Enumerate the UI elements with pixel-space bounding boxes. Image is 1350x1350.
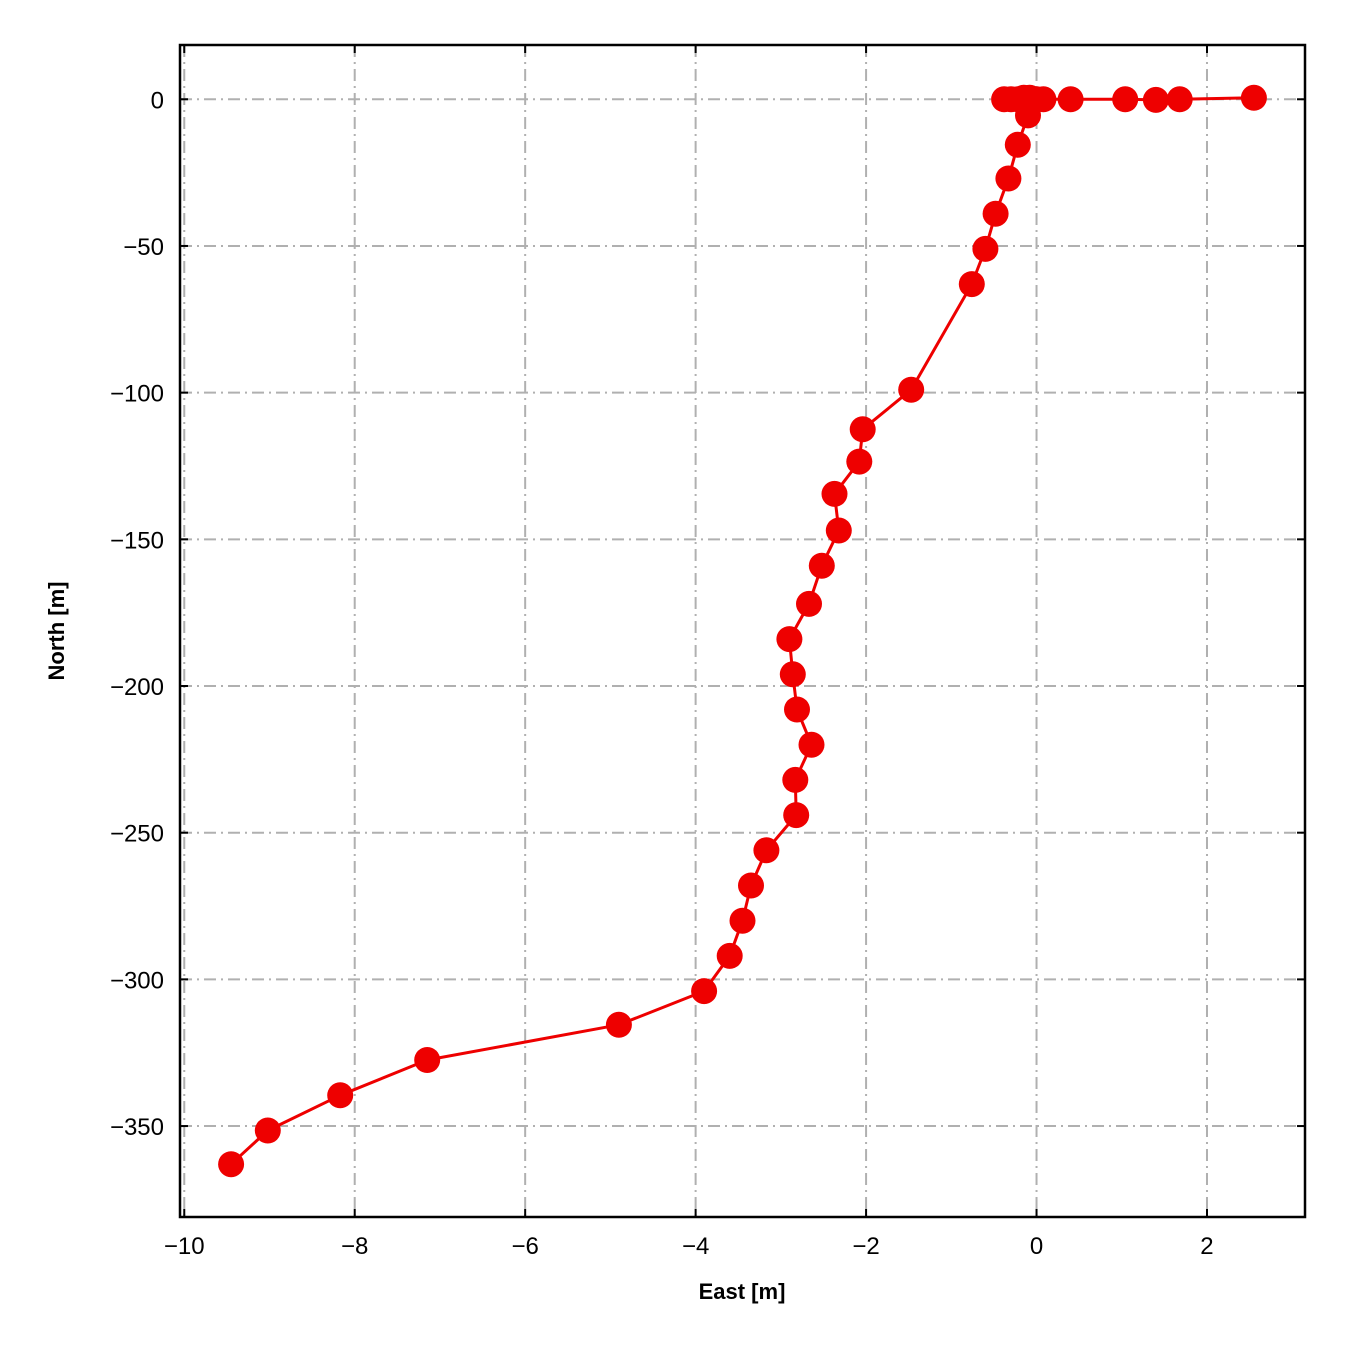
data-point (972, 235, 999, 262)
data-point (605, 1011, 632, 1038)
y-tick-label: −250 (110, 821, 164, 848)
data-point (783, 802, 810, 829)
y-tick-label: −200 (110, 674, 164, 701)
data-point (796, 590, 822, 617)
y-axis-label: North [m] (44, 582, 69, 681)
data-point (753, 837, 780, 864)
data-point (982, 200, 1009, 227)
data-point (1112, 86, 1139, 113)
data-point (779, 661, 806, 688)
data-point (1142, 86, 1169, 113)
y-tick-label: −150 (110, 527, 164, 554)
y-tick-label: −50 (123, 234, 164, 261)
x-axis-label: East [m] (699, 1279, 786, 1304)
data-point (327, 1082, 354, 1109)
y-tick-label: −100 (110, 381, 164, 408)
x-tick-label: −8 (341, 1233, 368, 1260)
data-point (995, 165, 1022, 192)
plot-frame (178, 43, 1307, 1219)
data-point (1015, 102, 1041, 129)
ticks: −10 −8 −6 −4 −2 0 2 0 −50 −100 −150 −200 −250 −300 −35… (110, 45, 1305, 1260)
x-tick-label: 2 (1200, 1233, 1213, 1260)
data-series (218, 84, 1267, 1178)
data-point (958, 271, 985, 298)
x-tick-label: 0 (1030, 1233, 1043, 1260)
data-point (825, 517, 852, 544)
data-point (808, 552, 835, 579)
data-point (738, 872, 764, 899)
x-tick-label: −2 (852, 1233, 879, 1260)
data-point (1004, 131, 1031, 158)
data-point (776, 626, 803, 653)
data-point (254, 1117, 281, 1144)
x-tick-label: −6 (511, 1233, 538, 1260)
data-point (784, 696, 810, 723)
data-point (898, 376, 925, 403)
x-tick-label: −10 (164, 1233, 205, 1260)
data-point (991, 86, 1018, 113)
data-point (821, 480, 848, 507)
data-point (782, 766, 809, 793)
data-point (1166, 86, 1193, 113)
data-point (729, 907, 756, 934)
data-point (846, 448, 873, 475)
data-point (849, 416, 876, 443)
data-point (691, 978, 718, 1005)
data-point (1240, 84, 1267, 111)
data-point (414, 1047, 441, 1073)
data-point (1057, 86, 1084, 113)
y-tick-label: −300 (110, 967, 164, 994)
data-point (798, 731, 825, 758)
data-point (218, 1151, 245, 1178)
x-tick-label: −4 (682, 1233, 709, 1260)
y-tick-label: −350 (110, 1114, 164, 1141)
data-point (716, 942, 743, 969)
y-tick-label: 0 (151, 87, 164, 114)
